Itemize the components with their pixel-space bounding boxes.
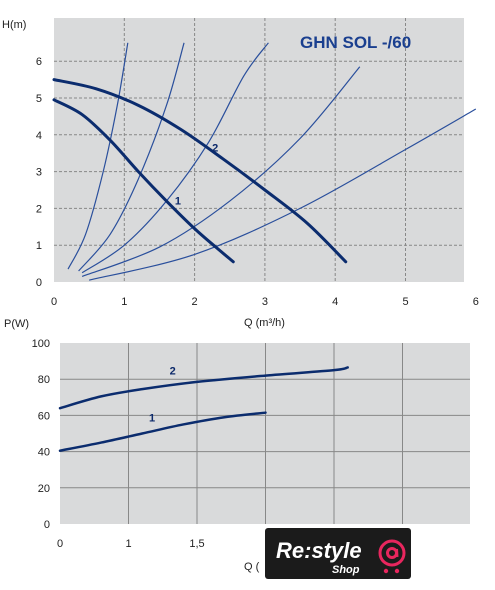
chart-title: GHN SOL -/60 [300, 33, 411, 52]
power-x-axis-label: Q ( [244, 561, 260, 573]
head-y-tick-label: 3 [36, 167, 42, 179]
head-x-tick-label: 0 [51, 296, 57, 308]
head-y-tick-label: 2 [36, 203, 42, 215]
head-y-tick-label: 6 [36, 56, 42, 68]
system-curve [81, 66, 361, 278]
power-x-tick-label: 1,5 [189, 538, 204, 550]
logo-subtext: Shop [332, 564, 360, 576]
head-y-tick-label: 4 [36, 130, 42, 142]
head-x-tick-label: 4 [332, 296, 338, 308]
head-x-tick-label: 5 [402, 296, 408, 308]
power-y-ticks: 0 20 40 60 80 100 [32, 338, 50, 531]
head-annotations: 12 [175, 142, 218, 207]
head-y-tick-label: 0 [36, 277, 42, 289]
logo-text: Re:style [276, 538, 362, 563]
cart-at-icon [378, 539, 406, 574]
head-x-tick-label: 6 [473, 296, 479, 308]
head-x-tick-label: 3 [262, 296, 268, 308]
power-curve-label: 2 [170, 366, 176, 378]
power-y-tick-label: 20 [38, 483, 50, 495]
power-x-tick-label: 1 [125, 538, 131, 550]
power-y-tick-label: 100 [32, 338, 50, 350]
power-y-tick-label: 60 [38, 410, 50, 422]
power-y-tick-label: 80 [38, 374, 50, 386]
power-curve-label: 1 [149, 413, 155, 425]
logo-background [265, 528, 411, 579]
head-y-axis-label: H(m) [2, 19, 26, 31]
power-x-tick-label: 0 [57, 538, 63, 550]
power-x-ticks: 0 1 1,5 [57, 538, 205, 550]
system-curve [89, 108, 477, 281]
head-x-tick-label: 1 [121, 296, 127, 308]
head-y-tick-label: 1 [36, 240, 42, 252]
head-curve-label: 2 [212, 142, 218, 154]
head-system-curves [67, 42, 477, 281]
power-y-axis-label: P(W) [4, 318, 29, 330]
power-annotations: 12 [149, 366, 176, 425]
head-x-ticks: 0 1 2 3 4 5 6 [51, 296, 479, 308]
power-curve-1 [58, 411, 267, 452]
power-y-tick-label: 40 [38, 447, 50, 459]
power-curve-2 [58, 366, 349, 410]
head-curve-1 [52, 98, 235, 264]
head-curve-2 [52, 78, 348, 264]
system-curve [81, 42, 269, 274]
system-curve [67, 42, 129, 270]
head-grid [54, 18, 464, 282]
head-curve-label: 1 [175, 196, 181, 208]
restyle-shop-logo: Re:style Shop [265, 528, 411, 579]
head-series [52, 78, 348, 264]
head-x-axis-label: Q (m³/h) [244, 317, 285, 329]
power-y-tick-label: 0 [44, 519, 50, 531]
power-series [58, 366, 349, 452]
head-plot-area [54, 18, 464, 282]
head-y-tick-label: 5 [36, 93, 42, 105]
power-grid [60, 343, 470, 524]
system-curve [78, 42, 185, 272]
head-x-tick-label: 2 [192, 296, 198, 308]
head-y-ticks: 0 1 2 3 4 5 6 [36, 56, 42, 289]
